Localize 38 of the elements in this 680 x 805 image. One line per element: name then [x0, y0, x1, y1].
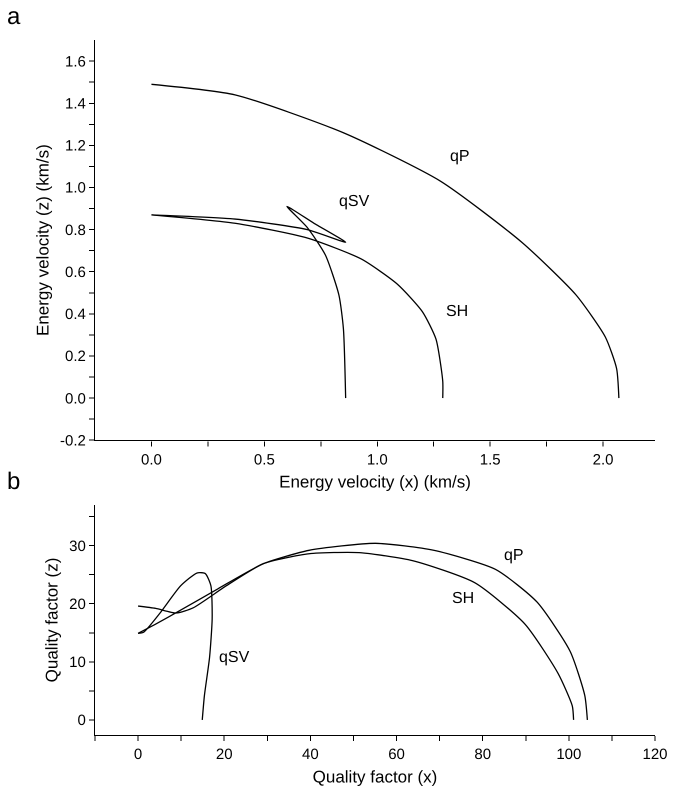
- x-tick-label: 1.5: [480, 451, 501, 468]
- chart-title: b: [7, 468, 20, 495]
- series-label: qP: [504, 547, 524, 564]
- x-axis-title: Quality factor (x): [312, 768, 438, 787]
- x-tick-label: 100: [556, 746, 582, 764]
- y-tick-label: -0.2: [60, 432, 86, 450]
- y-tick-label: 0.4: [64, 306, 86, 324]
- x-tick-label: 120: [642, 746, 668, 764]
- y-tick-label: 1.4: [64, 96, 86, 113]
- y-axis-title: Quality factor (z): [42, 558, 62, 682]
- x-axis-title: Energy velocity (x) (km/s): [279, 472, 471, 492]
- y-tick-label: 1.0: [64, 180, 86, 197]
- x-tick-label: 0: [134, 746, 142, 764]
- y-tick-label: 0.6: [64, 264, 86, 281]
- x-tick-label: 0.5: [254, 451, 275, 468]
- y-tick-label: 0.0: [64, 390, 86, 408]
- y-tick-label: 1.6: [64, 53, 86, 70]
- series-label: qSV: [339, 193, 370, 210]
- y-tick-label: 10: [69, 654, 86, 672]
- series-label: qP: [450, 148, 470, 165]
- x-tick-label: 0.0: [141, 451, 162, 468]
- series-label: SH: [446, 303, 468, 320]
- y-tick-label: 1.2: [64, 138, 86, 155]
- x-tick-label: 2.0: [592, 451, 614, 468]
- series-label: qSV: [219, 649, 250, 666]
- y-tick-label: 0.2: [64, 348, 86, 366]
- x-tick-label: 80: [474, 746, 492, 764]
- y-axis-title: Energy velocity (z) (km/s): [34, 144, 53, 336]
- y-tick-label: 30: [69, 538, 86, 555]
- series-label: SH: [452, 590, 474, 607]
- chart-title: a: [7, 3, 21, 30]
- x-tick-label: 1.0: [366, 451, 388, 468]
- x-tick-label: 60: [388, 746, 405, 764]
- x-tick-label: 40: [302, 746, 319, 764]
- y-tick-label: 20: [69, 596, 86, 613]
- y-tick-label: 0.8: [64, 222, 86, 239]
- x-tick-label: 20: [216, 746, 233, 764]
- y-tick-label: 0: [78, 712, 86, 730]
